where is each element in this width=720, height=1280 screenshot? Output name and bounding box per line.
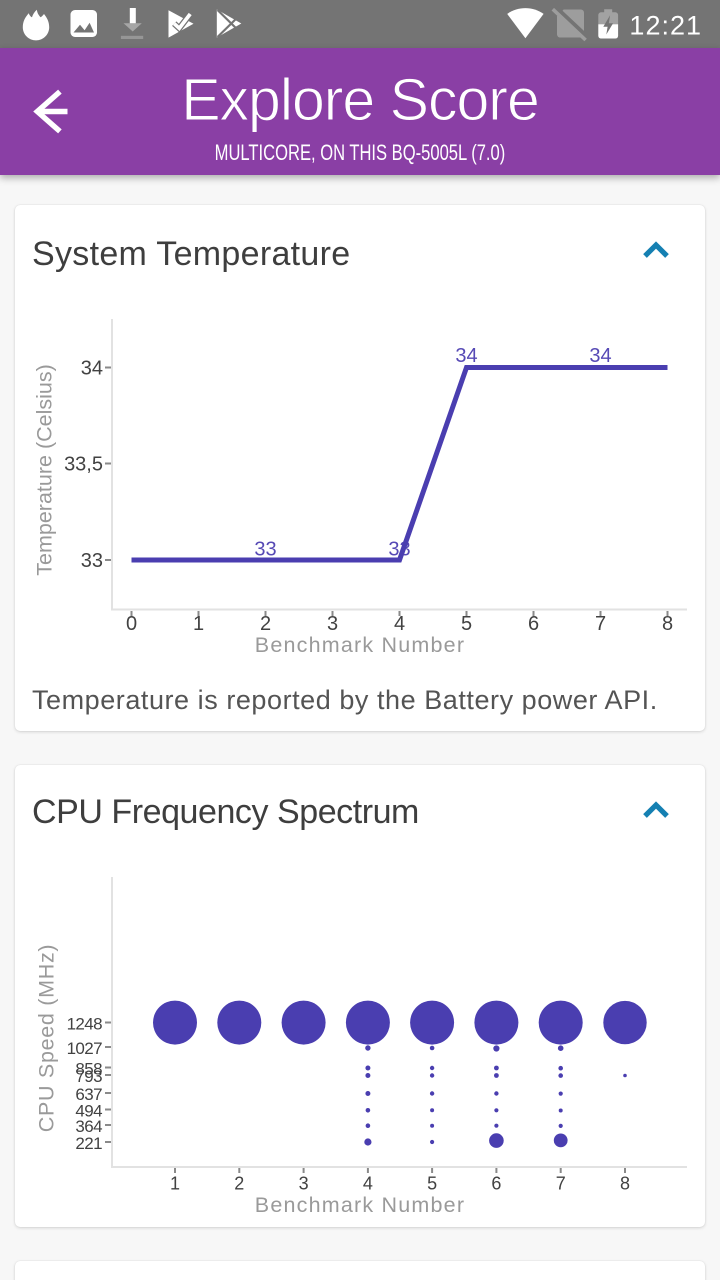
svg-text:Temperature (Celsius): Temperature (Celsius): [33, 364, 57, 575]
svg-text:CPU Speed (MHz): CPU Speed (MHz): [35, 944, 59, 1133]
svg-text:34: 34: [455, 345, 477, 367]
svg-text:2: 2: [234, 1174, 244, 1194]
svg-text:7: 7: [595, 613, 606, 635]
svg-text:0: 0: [126, 613, 137, 635]
svg-text:34: 34: [81, 358, 103, 380]
svg-text:5: 5: [427, 1174, 437, 1194]
svg-text:494: 494: [75, 1102, 102, 1121]
svg-text:1: 1: [170, 1174, 180, 1194]
svg-text:793: 793: [75, 1067, 102, 1086]
svg-text:1: 1: [193, 613, 204, 635]
svg-text:7: 7: [556, 1174, 566, 1194]
svg-text:12:21: 12:21: [629, 11, 702, 41]
svg-text:221: 221: [75, 1134, 102, 1153]
svg-text:6: 6: [491, 1174, 501, 1194]
svg-text:1248: 1248: [67, 1015, 103, 1034]
svg-text:2: 2: [260, 613, 271, 635]
svg-text:1027: 1027: [67, 1039, 103, 1058]
svg-text:4: 4: [363, 1174, 373, 1194]
svg-text:3: 3: [327, 613, 338, 635]
svg-text:637: 637: [75, 1085, 102, 1104]
svg-text:5: 5: [461, 613, 472, 635]
svg-text:8: 8: [662, 613, 673, 635]
svg-text:33: 33: [254, 539, 276, 561]
svg-text:4: 4: [394, 613, 405, 635]
svg-text:6: 6: [528, 613, 539, 635]
svg-text:Benchmark Number: Benchmark Number: [255, 1193, 465, 1217]
svg-text:33,5: 33,5: [64, 454, 103, 476]
svg-text:Benchmark Number: Benchmark Number: [255, 633, 465, 657]
svg-text:8: 8: [620, 1174, 630, 1194]
svg-text:858: 858: [75, 1060, 102, 1079]
svg-text:33: 33: [81, 550, 103, 572]
svg-text:364: 364: [75, 1117, 102, 1136]
svg-text:34: 34: [589, 345, 611, 367]
svg-text:3: 3: [299, 1174, 309, 1194]
